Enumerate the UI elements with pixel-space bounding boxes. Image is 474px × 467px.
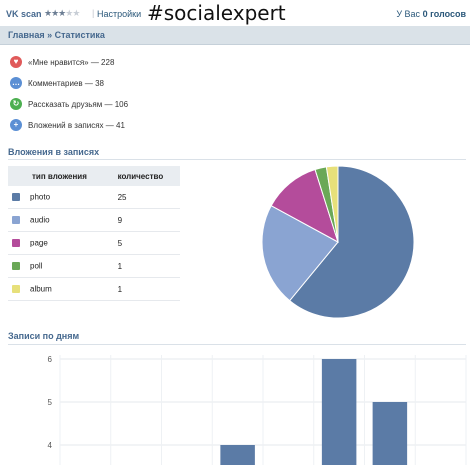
attachment-type-cell: page	[8, 231, 114, 255]
pie-slice-audio	[261, 205, 339, 302]
attachment-type-label: photo	[30, 192, 51, 202]
table-header-row: тип вложения количество	[8, 166, 180, 186]
legend-swatch	[12, 216, 20, 225]
attachment-count-cell: 1	[113, 277, 180, 301]
balance-prefix: У Вас	[396, 9, 421, 19]
share-icon: ↻	[10, 98, 22, 110]
star-icon: ★	[51, 8, 59, 18]
star-icon: ★	[72, 8, 80, 18]
section-divider	[8, 159, 466, 160]
attachment-type-cell: poll	[8, 254, 114, 278]
heart-icon: ♥	[10, 56, 22, 68]
attachment-count-cell: 1	[113, 254, 180, 278]
table-row: album 1	[8, 277, 180, 301]
hashtag-watermark: #socialexpert	[147, 1, 286, 25]
posts-by-day-chart: 6 5 4	[0, 345, 474, 467]
attachments-section-title: Вложения в записях	[8, 147, 100, 157]
attachment-type-label: page	[30, 238, 48, 248]
top-bar: VK scan ★★★★★ | Настройки #socialexpert …	[0, 0, 474, 28]
attachment-type-cell: photo	[8, 186, 114, 209]
attachment-type-label: album	[30, 284, 52, 294]
stat-text: Вложений в записях — 41	[28, 121, 125, 130]
table-row: poll 1	[8, 254, 180, 278]
table-row: audio 9	[8, 208, 180, 232]
stat-text: Рассказать друзьям — 106	[28, 100, 129, 109]
legend-swatch	[12, 285, 20, 294]
pie-slice-photo	[288, 165, 415, 319]
separator: |	[92, 8, 95, 18]
attachment-type-label: poll	[30, 261, 43, 271]
posts-by-day-title: Записи по дням	[8, 331, 80, 341]
table-row: page 5	[8, 231, 180, 255]
attachment-type-cell: album	[8, 277, 114, 301]
settings-link[interactable]: Настройки	[97, 9, 142, 19]
attachment-type-cell: audio	[8, 208, 114, 232]
rating-stars: ★★★★★	[44, 8, 80, 19]
y-tick-label: 4	[48, 441, 53, 450]
star-icon: ★	[65, 8, 73, 18]
attachment-type-label: audio	[30, 215, 50, 225]
star-icon: ★	[58, 8, 66, 18]
pie-slice-page	[270, 168, 339, 244]
column-header-count: количество	[113, 166, 180, 186]
attachment-icon: +	[10, 119, 22, 131]
y-tick-label: 6	[48, 355, 53, 364]
comment-icon: …	[10, 77, 22, 89]
attachment-count-cell: 5	[113, 231, 180, 255]
pie-slice-album	[325, 165, 339, 243]
bar	[321, 359, 357, 465]
stat-text: Комментариев — 38	[28, 79, 104, 88]
balance-value: 0 голосов	[422, 9, 466, 19]
attachments-pie-chart	[258, 164, 418, 326]
attachment-count-cell: 9	[113, 208, 180, 232]
legend-swatch	[12, 239, 20, 248]
balance[interactable]: У Вас 0 голосов	[396, 9, 466, 19]
legend-swatch	[12, 262, 20, 271]
attachment-count-cell: 25	[113, 186, 180, 209]
app-name[interactable]: VK scan	[6, 9, 42, 19]
stat-text: «Мне нравится» — 228	[28, 58, 115, 67]
attachments-table: тип вложения количество photo 25 audio 9 pag…	[8, 166, 180, 301]
column-header-type: тип вложения	[8, 166, 114, 186]
section-divider	[8, 344, 466, 345]
bar	[220, 445, 255, 465]
bar	[372, 402, 408, 465]
page-header: Главная » Статистика	[0, 26, 470, 45]
legend-swatch	[12, 193, 20, 202]
table-row: photo 25	[8, 186, 180, 209]
breadcrumb[interactable]: Главная » Статистика	[8, 30, 105, 40]
y-tick-label: 5	[48, 398, 53, 407]
star-icon: ★	[44, 8, 52, 18]
